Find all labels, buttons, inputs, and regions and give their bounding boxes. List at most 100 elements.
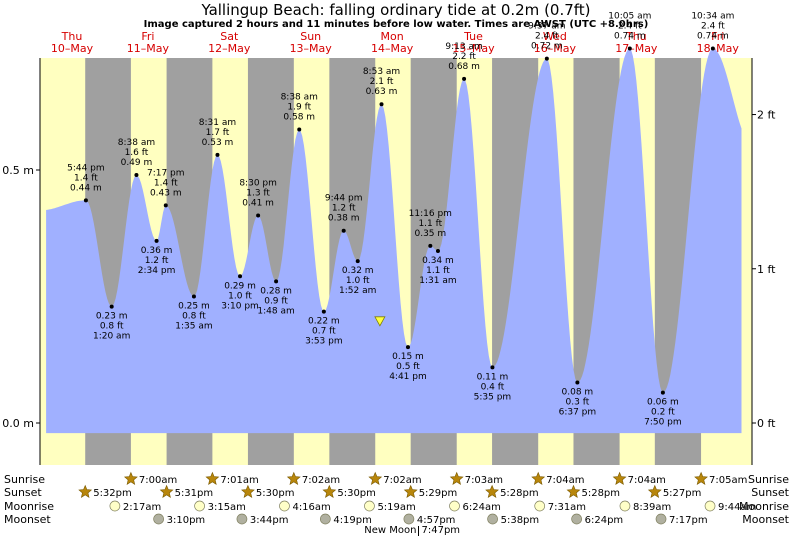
sunset-icon xyxy=(647,484,662,498)
sunset-time-label: 5:30pm xyxy=(256,488,295,499)
tide-area xyxy=(46,48,742,434)
sunrise-row-label-left: Sunrise xyxy=(4,473,45,486)
extreme-height-label: 0.29 m xyxy=(224,281,256,291)
extreme-time-label: 1:20 am xyxy=(93,332,130,342)
extreme-time-label: 11:16 pm xyxy=(409,209,452,219)
day-weekday-label: Tue xyxy=(463,30,483,43)
extreme-labels: 5:44 pm1.4 ft0.44 m0.23 m0.8 ft1:20 am8:… xyxy=(67,12,734,428)
extreme-feet-label: 0.8 ft xyxy=(182,312,206,322)
extreme-feet-label: 1.0 ft xyxy=(228,291,252,301)
extreme-point xyxy=(83,198,88,203)
moonset-icon xyxy=(153,513,164,525)
sunset-time-label: 5:30pm xyxy=(337,488,376,499)
extreme-point xyxy=(134,173,139,178)
extreme-time-label: 7:50 pm xyxy=(644,418,682,428)
extreme-point xyxy=(627,46,632,51)
extreme-feet-label: 1.1 ft xyxy=(418,219,442,229)
extreme-feet-label: 0.9 ft xyxy=(264,296,288,306)
extreme-time-label: 4:41 pm xyxy=(389,372,427,382)
extreme-feet-label: 2.2 ft xyxy=(452,52,476,62)
right-axis-label: 1 ft xyxy=(757,263,776,276)
sunrise-row-label-right: Sunrise xyxy=(748,473,789,486)
extreme-point xyxy=(379,102,384,107)
day-date-label: 16–May xyxy=(534,42,577,55)
sunset-time-label: 5:27pm xyxy=(663,488,702,499)
extreme-time-label: 6:37 pm xyxy=(559,408,597,418)
extreme-point xyxy=(297,127,302,132)
extreme-time-label: 1:31 am xyxy=(419,276,456,286)
right-axis-label: 2 ft xyxy=(757,109,776,122)
sunrise-icon xyxy=(694,471,708,485)
extreme-height-label: 0.34 m xyxy=(422,256,454,266)
extreme-height-label: 0.68 m xyxy=(448,62,480,72)
sunset-icon xyxy=(159,484,174,498)
extreme-feet-label: 0.3 ft xyxy=(566,398,590,408)
moonrise-icon xyxy=(619,500,631,512)
day-weekday-label: Wed xyxy=(543,30,567,43)
extreme-point xyxy=(490,365,495,370)
extreme-height-label: 0.35 m xyxy=(414,229,446,239)
sunset-icon xyxy=(78,484,93,498)
sunset-row-label-left: Sunset xyxy=(4,486,42,499)
extreme-point xyxy=(163,203,168,208)
extreme-feet-label: 2.1 ft xyxy=(370,77,394,87)
day-labels: Thu10–MayFri11–MaySat12–MaySun13–MayMon1… xyxy=(51,30,739,55)
moonset-icon xyxy=(236,513,248,525)
sunset-icon xyxy=(485,484,499,498)
extreme-feet-label: 1.4 ft xyxy=(154,178,178,188)
sunrise-time-label: 7:03am xyxy=(465,475,503,486)
extreme-point xyxy=(321,309,326,314)
extreme-feet-label: 1.3 ft xyxy=(246,189,270,199)
extreme-height-label: 0.72 m xyxy=(531,42,563,52)
extreme-feet-label: 1.9 ft xyxy=(287,103,311,113)
extreme-time-label: 9:44 pm xyxy=(325,194,363,204)
day-weekday-label: Sun xyxy=(300,30,321,43)
extreme-feet-label: 1.0 ft xyxy=(346,276,370,286)
extreme-point xyxy=(256,213,261,218)
moonset-time-label: 4:57pm xyxy=(417,515,456,526)
sunset-icon xyxy=(322,484,337,498)
current-level-layer xyxy=(374,316,386,327)
extreme-height-label: 0.15 m xyxy=(392,352,424,362)
extreme-time-label: 8:31 am xyxy=(199,118,236,128)
extreme-time-label: 8:38 am xyxy=(281,93,318,103)
sunset-time-label: 5:28pm xyxy=(581,488,620,499)
sunrise-icon xyxy=(123,471,138,485)
moonrise-time-label: 8:39am xyxy=(633,502,671,513)
moonset-icon xyxy=(319,513,331,525)
extreme-height-label: 0.53 m xyxy=(202,138,234,148)
moonset-icon xyxy=(571,513,582,525)
extreme-time-label: 2:34 pm xyxy=(138,266,176,276)
day-weekday-label: Thu xyxy=(625,30,647,43)
tide-area-layer xyxy=(46,48,742,434)
moonrise-time-label: 3:15am xyxy=(208,502,246,513)
moon-phase-time: 7:47pm xyxy=(421,525,460,536)
day-weekday-label: Mon xyxy=(380,30,403,43)
moonset-icon xyxy=(403,513,415,525)
day-weekday-label: Thu xyxy=(61,30,83,43)
extreme-time-label: 10:34 am xyxy=(691,12,734,22)
extreme-feet-label: 0.8 ft xyxy=(100,322,124,332)
left-axis-label: 0.0 m xyxy=(2,417,34,430)
moon-phase-label: New Moon xyxy=(364,525,416,536)
extreme-point xyxy=(215,152,220,157)
extreme-height-label: 0.58 m xyxy=(283,113,315,123)
moonrise-row-label-left: Moonrise xyxy=(4,500,54,513)
moonset-time-label: 5:38pm xyxy=(501,515,540,526)
extreme-height-label: 0.41 m xyxy=(242,199,274,209)
sunrise-time-label: 7:02am xyxy=(383,475,421,486)
moonrise-time-label: 7:31am xyxy=(548,502,586,513)
extreme-time-label: 10:05 am xyxy=(608,12,651,22)
extreme-time-label: 8:53 am xyxy=(363,67,400,77)
moonrise-time-label: 9:44am xyxy=(718,502,756,513)
moonset-row-label-left: Moonset xyxy=(4,513,51,526)
sunrise-time-label: 7:04am xyxy=(546,475,584,486)
extreme-feet-label: 0.2 ft xyxy=(651,408,675,418)
extreme-height-label: 0.06 m xyxy=(647,398,679,408)
extreme-feet-label: 0.4 ft xyxy=(481,382,505,392)
sunset-time-label: 5:32pm xyxy=(93,488,132,499)
extreme-height-label: 0.74 m xyxy=(697,32,729,42)
extreme-time-label: 1:52 am xyxy=(339,286,376,296)
sunrise-time-label: 7:00am xyxy=(139,475,177,486)
